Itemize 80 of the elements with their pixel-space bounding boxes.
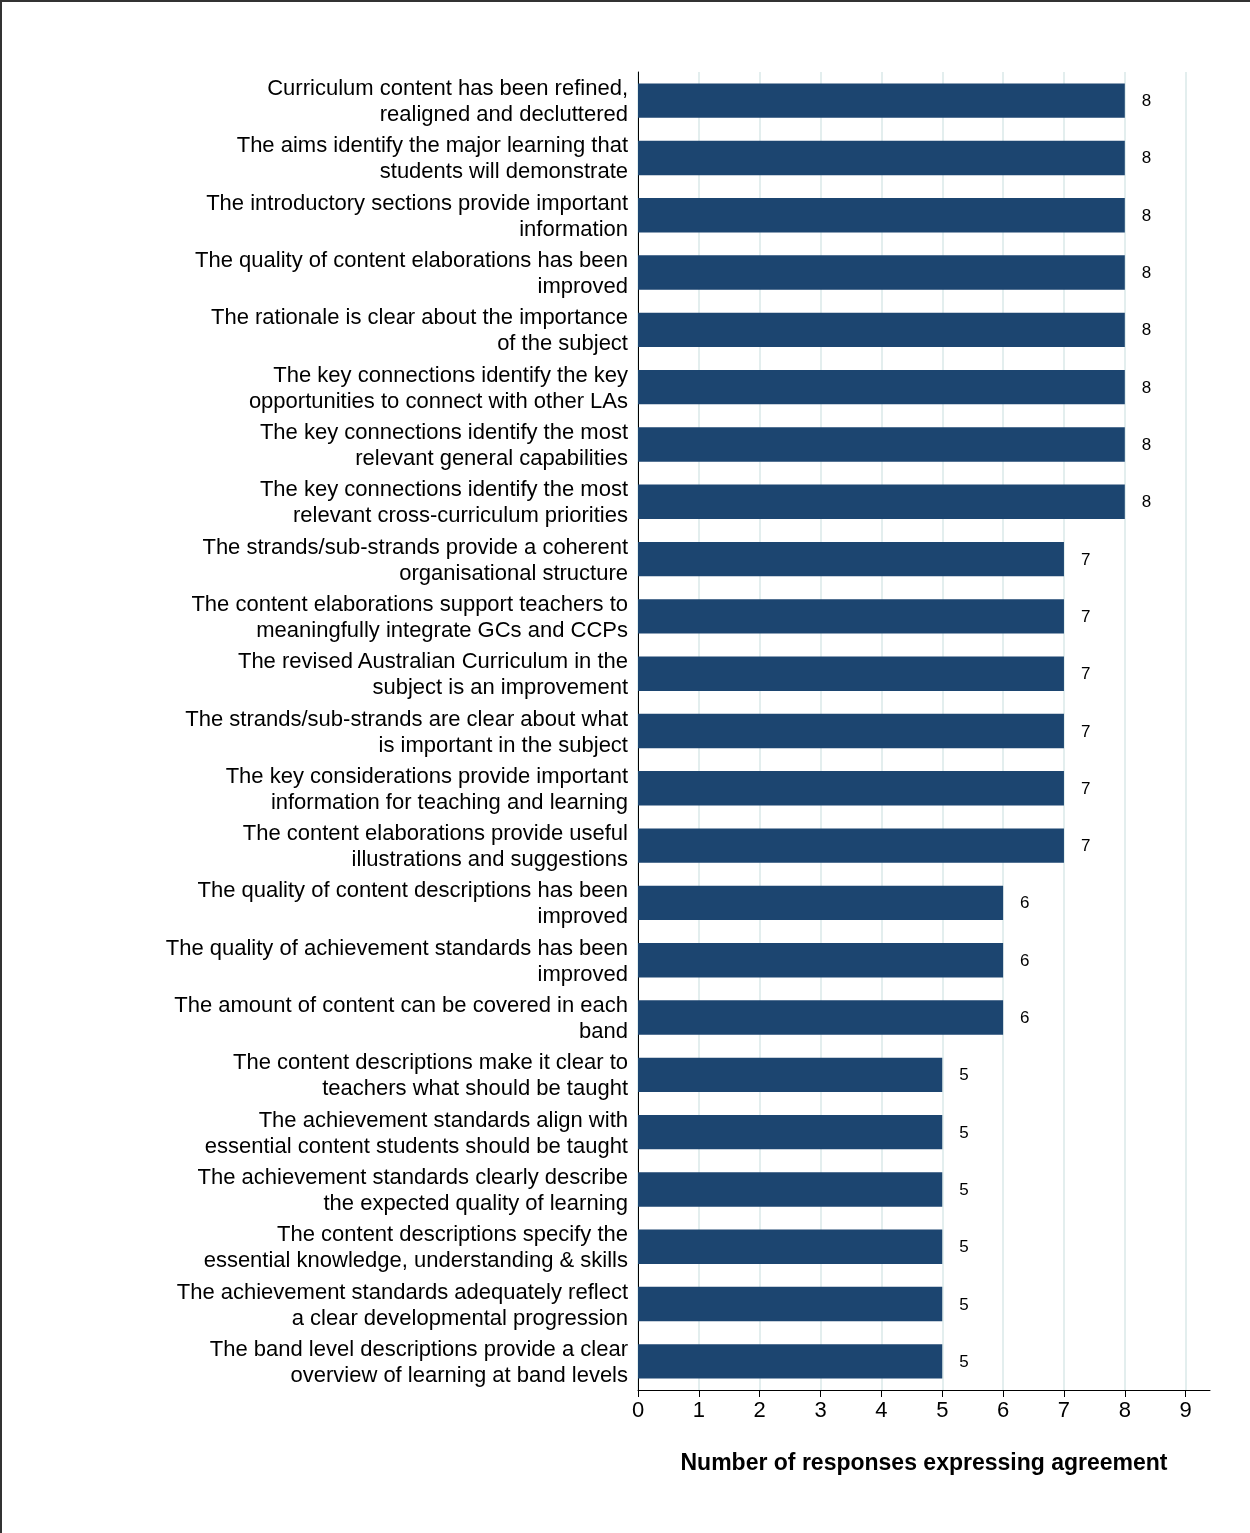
bar bbox=[638, 1286, 943, 1322]
x-tick-label: 9 bbox=[1179, 1396, 1192, 1422]
data-label: 8 bbox=[1141, 148, 1152, 168]
data-label: 5 bbox=[959, 1065, 969, 1085]
bar bbox=[638, 885, 1004, 921]
x-tick-label: 2 bbox=[753, 1396, 766, 1422]
data-label: 5 bbox=[959, 1351, 969, 1371]
y-tick-label: The key considerations provide important information for teaching and learning bbox=[225, 762, 628, 814]
data-label: 7 bbox=[1080, 836, 1091, 856]
data-label: 6 bbox=[1020, 950, 1030, 970]
data-label: 8 bbox=[1141, 263, 1152, 283]
data-label: 8 bbox=[1141, 434, 1152, 454]
y-tick-label: The content descriptions specify the essential knowledge, understanding & skills bbox=[203, 1221, 628, 1273]
bar bbox=[638, 599, 1064, 634]
bar bbox=[638, 312, 1125, 348]
x-tick-label: 1 bbox=[692, 1396, 705, 1422]
y-tick-label: Curriculum content has been refined, realigned and decluttered bbox=[267, 75, 628, 127]
data-label: 8 bbox=[1141, 205, 1152, 225]
bar bbox=[638, 656, 1064, 691]
data-label: 8 bbox=[1141, 377, 1152, 397]
x-tick-label: 4 bbox=[875, 1396, 888, 1422]
data-label: 8 bbox=[1141, 91, 1152, 111]
y-tick-label: The quality of content descriptions has been improved bbox=[197, 877, 628, 929]
y-tick-label: The key connections identify the most relevant general capabilities bbox=[259, 418, 628, 470]
x-tick-label: 0 bbox=[631, 1396, 645, 1422]
bar bbox=[638, 83, 1125, 118]
x-tick-label: 5 bbox=[936, 1396, 949, 1422]
data-label: 8 bbox=[1141, 492, 1152, 512]
data-label: 5 bbox=[959, 1294, 969, 1314]
y-tick-label: The key connections identify the most relevant cross-curriculum priorities bbox=[259, 476, 628, 528]
data-label: 8 bbox=[1141, 320, 1152, 340]
y-tick-label: The strands/sub-strands are clear about what is important in the subject bbox=[185, 705, 628, 757]
data-label: 5 bbox=[959, 1122, 969, 1142]
y-tick-label: The quality of content elaborations has been improved bbox=[195, 247, 628, 299]
bar bbox=[638, 1344, 943, 1379]
y-tick-label: The strands/sub-strands provide a coherent organisational structure bbox=[202, 533, 628, 585]
y-tick-label: The achievement standards adequately reflect a clear developmental progression bbox=[176, 1278, 628, 1330]
x-tick-label: 6 bbox=[996, 1396, 1010, 1422]
y-tick-label: The content elaborations support teachers to meaningfully integrate GCs and CCPs bbox=[191, 590, 628, 642]
data-label: 6 bbox=[1020, 1008, 1030, 1028]
data-label: 7 bbox=[1080, 606, 1091, 626]
y-tick-label: The content elaborations provide useful illustrations and suggestions bbox=[242, 820, 628, 872]
bar bbox=[638, 828, 1064, 863]
bar bbox=[638, 771, 1064, 806]
bar bbox=[638, 713, 1064, 749]
data-label: 7 bbox=[1080, 664, 1091, 684]
y-tick-label: The achievement standards clearly describe the expected quality of learning bbox=[197, 1163, 628, 1215]
y-tick-label: The revised Australian Curriculum in the subject is an improvement bbox=[237, 648, 628, 700]
x-tick-label: 3 bbox=[814, 1396, 827, 1422]
x-axis-title: Number of responses expressing agreement bbox=[680, 1448, 1168, 1475]
bar bbox=[638, 1229, 943, 1264]
y-tick-label: The key connections identify the key opportunities to connect with other LAs bbox=[248, 361, 628, 413]
bar bbox=[638, 1172, 943, 1207]
data-label: 7 bbox=[1080, 778, 1091, 798]
bar bbox=[638, 1057, 943, 1093]
y-tick-label: The rationale is clear about the importance of the subject bbox=[210, 304, 628, 356]
y-tick-label: The content descriptions make it clear to teachers what should be taught bbox=[233, 1049, 628, 1101]
y-tick-label: The amount of content can be covered in each band bbox=[174, 992, 628, 1044]
data-label: 6 bbox=[1020, 893, 1030, 913]
y-tick-label: The aims identify the major learning that students will demonstrate bbox=[236, 132, 628, 184]
x-tick-label: 7 bbox=[1057, 1396, 1071, 1422]
bar bbox=[638, 943, 1004, 978]
bar bbox=[638, 1000, 1004, 1035]
data-label: 7 bbox=[1080, 549, 1091, 569]
bar bbox=[638, 255, 1125, 290]
bar bbox=[638, 541, 1064, 577]
x-tick-label: 8 bbox=[1118, 1396, 1131, 1422]
y-tick-label: The band level descriptions provide a clear overview of learning at band levels bbox=[209, 1335, 628, 1387]
y-tick-label: The quality of achievement standards has been improved bbox=[165, 934, 628, 986]
bar bbox=[638, 1114, 943, 1150]
y-tick-label: The introductory sections provide important information bbox=[206, 189, 628, 241]
bar bbox=[638, 484, 1125, 519]
bar bbox=[638, 140, 1125, 176]
data-label: 5 bbox=[959, 1237, 969, 1257]
data-label: 7 bbox=[1080, 721, 1091, 741]
bar bbox=[638, 198, 1125, 233]
data-label: 5 bbox=[959, 1179, 969, 1199]
bar bbox=[638, 369, 1125, 405]
bar bbox=[638, 427, 1125, 462]
y-tick-label: The achievement standards align with essential content students should be taught bbox=[204, 1106, 628, 1158]
